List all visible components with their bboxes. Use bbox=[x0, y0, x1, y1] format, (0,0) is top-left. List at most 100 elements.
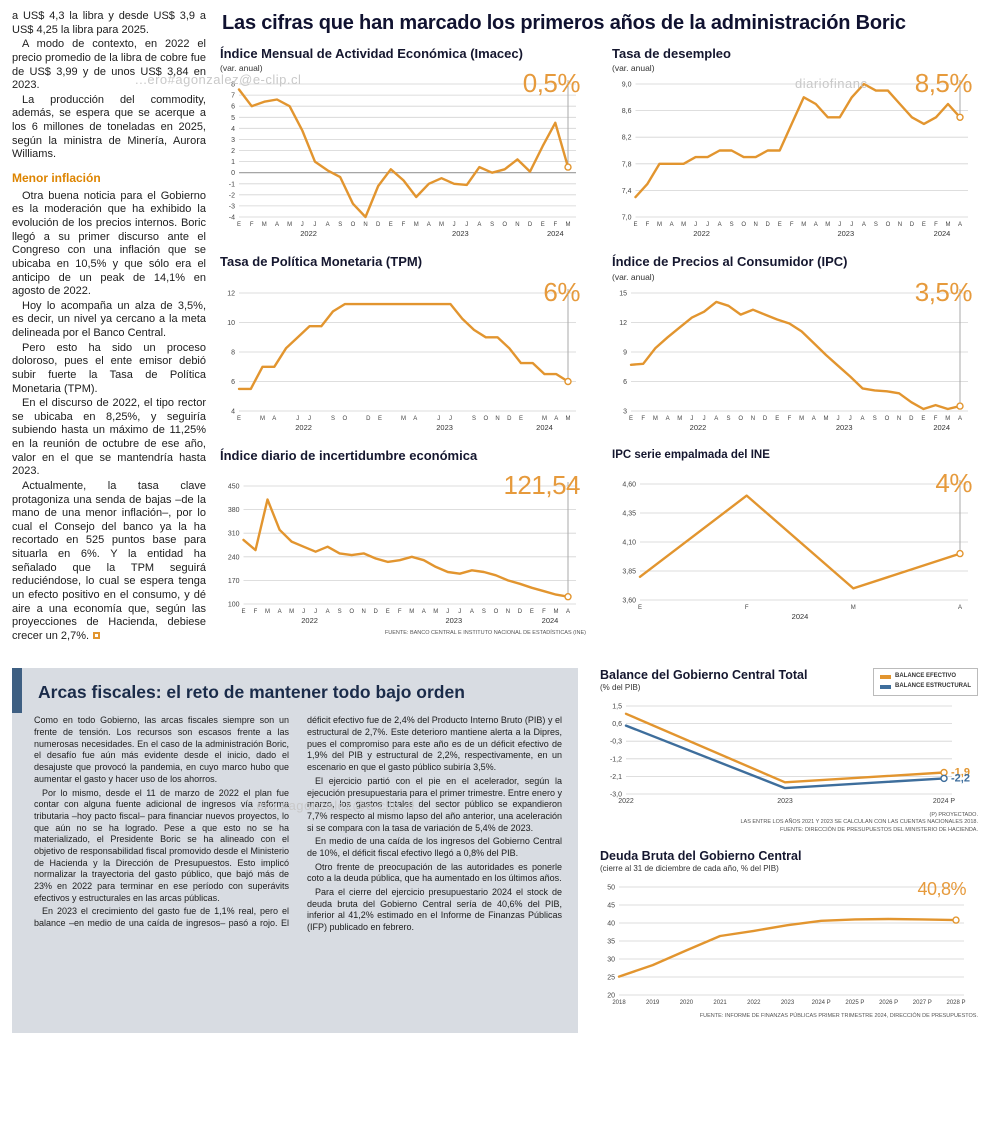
svg-text:15: 15 bbox=[619, 290, 627, 297]
watermark: ...ero#agonzalez@e-clip.cl bbox=[135, 72, 302, 87]
chart-subtitle: (var. anual) bbox=[220, 63, 263, 74]
svg-text:E: E bbox=[633, 222, 637, 228]
svg-text:100: 100 bbox=[228, 601, 240, 608]
chart-title: Deuda Bruta del Gobierno Central bbox=[600, 848, 802, 863]
svg-text:A: A bbox=[326, 609, 330, 615]
top-section: a US$ 4,3 la libra y desde US$ 3,9 a US$… bbox=[12, 8, 978, 644]
fiscal-article-box: Arcas fiscales: el reto de mantener todo… bbox=[12, 668, 578, 1033]
svg-text:12: 12 bbox=[227, 290, 235, 297]
svg-text:M: M bbox=[677, 416, 682, 422]
legend-label: BALANCE EFECTIVO bbox=[895, 673, 957, 680]
svg-text:F: F bbox=[788, 416, 792, 422]
svg-text:45: 45 bbox=[607, 902, 615, 909]
svg-text:J: J bbox=[308, 416, 311, 422]
svg-text:J: J bbox=[301, 222, 304, 228]
svg-text:S: S bbox=[874, 222, 878, 228]
desempleo-line-chart: 9,0 8,6 8,2 7,8 7,4 7,0 E F M A M J J A S O N D E F M A M J J A S O… bbox=[612, 68, 978, 241]
svg-text:D: D bbox=[910, 222, 915, 228]
chart-deuda-bruta: Deuda Bruta del Gobierno Central (cierre… bbox=[600, 849, 978, 1019]
svg-text:2022: 2022 bbox=[618, 798, 634, 805]
svg-text:M: M bbox=[851, 605, 856, 611]
svg-text:D: D bbox=[366, 416, 371, 422]
svg-text:2028 P: 2028 P bbox=[946, 1000, 965, 1006]
svg-text:N: N bbox=[751, 416, 755, 422]
svg-text:J: J bbox=[446, 609, 449, 615]
fiscal-paragraph: Como en todo Gobierno, las arcas fiscale… bbox=[34, 715, 289, 784]
svg-text:2026 P: 2026 P bbox=[879, 1000, 898, 1006]
svg-text:2022: 2022 bbox=[300, 229, 317, 238]
svg-text:E: E bbox=[389, 222, 393, 228]
svg-text:E: E bbox=[541, 222, 545, 228]
svg-text:F: F bbox=[934, 416, 938, 422]
svg-text:E: E bbox=[237, 222, 241, 228]
balance-line-chart: 1,5 0,6 -0,3 -1,2 -2,1 -3,0 2022 2023 2024 P -1,9… bbox=[600, 698, 978, 810]
svg-text:2022: 2022 bbox=[747, 1000, 761, 1006]
svg-text:J: J bbox=[314, 609, 317, 615]
chart-subtitle: (var. anual) bbox=[612, 271, 655, 282]
article-paragraph: A modo de contexto, en 2022 el precio pr… bbox=[12, 38, 206, 92]
svg-text:A: A bbox=[566, 609, 570, 615]
svg-text:N: N bbox=[506, 609, 510, 615]
svg-text:2020: 2020 bbox=[680, 1000, 694, 1006]
svg-text:E: E bbox=[629, 416, 633, 422]
svg-text:J: J bbox=[838, 222, 841, 228]
fiscal-paragraph: Otro frente de preocupación de las autor… bbox=[307, 861, 562, 884]
svg-text:M: M bbox=[566, 416, 571, 422]
svg-text:2024: 2024 bbox=[934, 229, 951, 238]
svg-text:-3,0: -3,0 bbox=[610, 791, 622, 798]
svg-text:J: J bbox=[850, 222, 853, 228]
svg-text:A: A bbox=[812, 416, 816, 422]
svg-text:M: M bbox=[262, 222, 267, 228]
article-paragraph: a US$ 4,3 la libra y desde US$ 3,9 a US$… bbox=[12, 10, 206, 36]
fiscal-paragraph: En 2023 el crecimiento del gasto fue de … bbox=[34, 715, 562, 929]
svg-text:O: O bbox=[886, 222, 891, 228]
svg-text:F: F bbox=[250, 222, 254, 228]
svg-text:-2: -2 bbox=[229, 193, 235, 200]
article-paragraph: La producción del commodity, además, se … bbox=[12, 93, 206, 161]
svg-text:M: M bbox=[799, 416, 804, 422]
svg-text:F: F bbox=[542, 609, 546, 615]
svg-text:A: A bbox=[958, 222, 962, 228]
svg-text:450: 450 bbox=[228, 483, 240, 490]
svg-text:D: D bbox=[518, 609, 523, 615]
chart-title: Tasa de Política Monetaria (TPM) bbox=[220, 254, 423, 270]
svg-text:J: J bbox=[694, 222, 697, 228]
svg-text:M: M bbox=[825, 222, 830, 228]
svg-text:E: E bbox=[778, 222, 782, 228]
svg-text:A: A bbox=[477, 222, 481, 228]
chart-tpm: Tasa de Política Monetaria (TPM) 12 10 8 6 4… bbox=[220, 254, 586, 434]
svg-text:E: E bbox=[378, 416, 382, 422]
charts-section: Las cifras que han marcado los primeros … bbox=[220, 8, 978, 644]
svg-text:2022: 2022 bbox=[301, 616, 318, 625]
svg-text:S: S bbox=[490, 222, 494, 228]
svg-text:30: 30 bbox=[607, 956, 615, 963]
svg-text:A: A bbox=[278, 609, 282, 615]
article-paragraph-text: Actualmente, la tasa clave protagoniza u… bbox=[12, 479, 206, 642]
svg-text:E: E bbox=[530, 609, 534, 615]
chart-ipc: Índice de Precios al Consumidor (IPC) (v… bbox=[612, 254, 978, 435]
page-title: Las cifras que han marcado los primeros … bbox=[222, 12, 906, 34]
incertidumbre-line-chart: 450 380 310 240 170 100 E F M A M J J A S O N D E F M A M J J A S O… bbox=[220, 470, 586, 628]
svg-text:F: F bbox=[398, 609, 402, 615]
svg-text:2024: 2024 bbox=[547, 229, 564, 238]
svg-text:2018: 2018 bbox=[612, 1000, 626, 1006]
highlight-value: 4% bbox=[935, 468, 972, 499]
svg-text:D: D bbox=[763, 416, 768, 422]
ipc-line-chart: 15 12 9 6 3 E F M A M J J A S O N D E F M A M J J A S O N D E F M A 2022 2… bbox=[612, 277, 978, 435]
svg-text:J: J bbox=[837, 416, 840, 422]
chart-title: Índice diario de incertidumbre económica bbox=[220, 447, 478, 463]
svg-text:2024: 2024 bbox=[792, 612, 809, 621]
fiscal-title: Arcas fiscales: el reto de mantener todo… bbox=[38, 682, 465, 703]
svg-text:J: J bbox=[302, 609, 305, 615]
svg-text:J: J bbox=[296, 416, 299, 422]
svg-text:E: E bbox=[775, 416, 779, 422]
chart-footnotes: (P) PROYECTADO. LAS ENTRE LOS AÑOS 2021 … bbox=[600, 812, 978, 835]
svg-text:M: M bbox=[433, 609, 438, 615]
svg-text:3: 3 bbox=[231, 137, 235, 144]
svg-text:7,4: 7,4 bbox=[622, 188, 632, 195]
svg-text:0,6: 0,6 bbox=[612, 721, 622, 728]
chart-legend: BALANCE EFECTIVO BALANCE ESTRUCTURAL bbox=[873, 668, 978, 696]
